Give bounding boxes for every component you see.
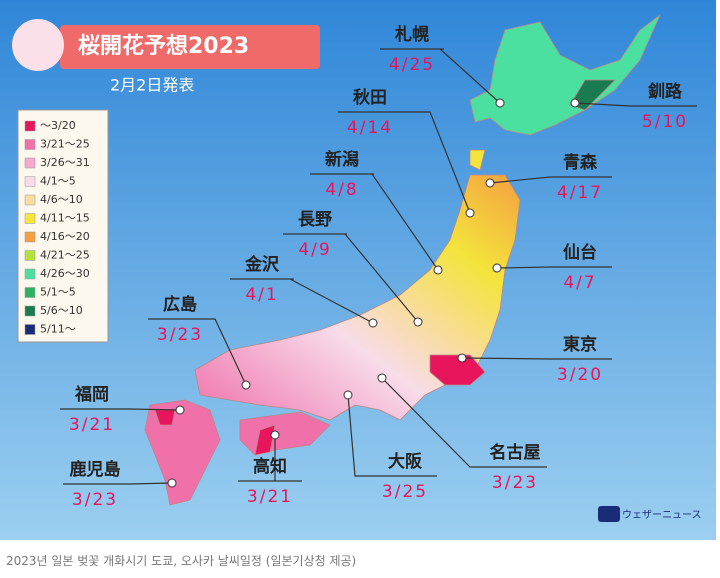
legend-label: 5/1～5 bbox=[40, 286, 76, 299]
city-date: 4/25 bbox=[389, 55, 435, 75]
legend-swatch bbox=[24, 176, 36, 187]
leader-line bbox=[148, 318, 247, 386]
legend-label: 5/6～10 bbox=[40, 304, 83, 317]
legend: ～3/20 3/21～25 3/26～31 4/1～5 4/6～10 4/11～15 4/1… bbox=[24, 119, 90, 336]
leader-line bbox=[347, 394, 437, 477]
title-bg bbox=[60, 25, 320, 69]
legend-label: 4/1～5 bbox=[40, 175, 76, 188]
leader-line bbox=[238, 435, 302, 482]
legend-swatch bbox=[24, 305, 36, 317]
leader-line bbox=[496, 266, 612, 269]
leader-line bbox=[489, 176, 612, 184]
leader-line bbox=[380, 48, 501, 104]
city-name: 広島 bbox=[163, 294, 197, 315]
city-dot bbox=[495, 98, 505, 108]
legend-swatch bbox=[24, 213, 36, 224]
legend-label: 4/11～15 bbox=[40, 212, 90, 225]
city-date: 4/7 bbox=[563, 273, 596, 293]
city-name: 秋田 bbox=[353, 87, 387, 108]
city-date: 4/17 bbox=[557, 183, 603, 203]
city-name: 新潟 bbox=[325, 149, 359, 170]
map: 桜開花予想2023 2月2日発表 ～3/203/21～253/26～314/1～… bbox=[0, 0, 716, 540]
legend-swatch bbox=[24, 231, 36, 243]
city-name: 札幌 bbox=[394, 24, 429, 45]
caption: 2023년 일본 벚꽃 개화시기 도쿄, 오사카 날씨일정 (일본기상청 제공) bbox=[6, 554, 357, 568]
legend-swatch bbox=[24, 120, 36, 132]
legend-swatch bbox=[24, 157, 36, 169]
city-name: 釧路 bbox=[648, 81, 683, 102]
leader-line bbox=[60, 408, 181, 411]
city-date: 3/21 bbox=[247, 487, 293, 507]
leader-line bbox=[230, 278, 374, 324]
leader-line bbox=[63, 482, 173, 485]
city-dot bbox=[492, 263, 502, 273]
city-dot bbox=[433, 265, 443, 275]
city-dot bbox=[570, 98, 580, 108]
city-dot bbox=[485, 178, 495, 188]
legend-swatch bbox=[24, 268, 36, 280]
city-name: 高知 bbox=[253, 456, 287, 477]
city-name: 鹿児島 bbox=[70, 459, 121, 480]
city-dot bbox=[270, 430, 280, 440]
legend-swatch bbox=[24, 139, 36, 150]
leader-line bbox=[381, 377, 547, 468]
city-name: 仙台 bbox=[563, 242, 597, 263]
logo: ウェザーニュース bbox=[598, 506, 702, 522]
legend-label: 4/26～30 bbox=[40, 267, 90, 280]
city-date: 3/23 bbox=[492, 473, 538, 493]
legend-label: 3/21～25 bbox=[40, 138, 90, 151]
legend-label: 4/6～10 bbox=[40, 193, 83, 206]
city-dot bbox=[167, 478, 177, 488]
legend-swatch bbox=[24, 250, 36, 261]
flower-icon bbox=[12, 19, 64, 71]
city-name: 青森 bbox=[563, 152, 598, 173]
title-banner: 桜開花予想2023 2月2日発表 bbox=[12, 19, 320, 95]
legend-swatch bbox=[24, 324, 36, 335]
city-name: 大阪 bbox=[388, 451, 422, 472]
city-name: 長野 bbox=[298, 210, 332, 230]
city-date: 5/10 bbox=[642, 112, 688, 132]
city-date: 3/20 bbox=[557, 365, 603, 385]
city-date: 4/1 bbox=[245, 285, 278, 305]
logo-mark bbox=[598, 506, 620, 522]
city-name: 東京 bbox=[563, 334, 597, 355]
city-dot bbox=[368, 318, 378, 328]
city-dot bbox=[457, 353, 467, 363]
leader-line bbox=[338, 111, 471, 214]
city-date: 3/23 bbox=[157, 325, 203, 345]
legend-label: ～3/20 bbox=[40, 119, 76, 132]
legend-label: 4/21～25 bbox=[40, 249, 90, 262]
legend-label: 4/16～20 bbox=[40, 230, 90, 243]
city-dot bbox=[343, 390, 353, 400]
land bbox=[144, 13, 661, 506]
city-dot bbox=[413, 317, 423, 327]
leader-line bbox=[574, 102, 697, 107]
city-date: 4/9 bbox=[298, 240, 331, 260]
city-date: 3/25 bbox=[382, 482, 428, 502]
city-dot bbox=[241, 380, 251, 390]
city-name: 名古屋 bbox=[490, 442, 541, 463]
legend-swatch bbox=[24, 287, 36, 298]
city-name: 金沢 bbox=[244, 254, 280, 275]
city-date: 4/8 bbox=[325, 180, 358, 200]
city-dot bbox=[465, 208, 475, 218]
city-dot bbox=[377, 373, 387, 383]
leader-line bbox=[310, 173, 439, 271]
legend-label: 5/11～ bbox=[40, 323, 76, 336]
city-dot bbox=[175, 405, 185, 415]
city-date: 3/21 bbox=[69, 415, 115, 435]
city-date: 3/23 bbox=[72, 490, 118, 510]
leader-line bbox=[283, 233, 419, 323]
logo-text: ウェザーニュース bbox=[622, 509, 702, 521]
city-name: 福岡 bbox=[74, 384, 109, 405]
leader-line bbox=[461, 357, 612, 360]
city-date: 4/14 bbox=[347, 118, 393, 138]
legend-swatch bbox=[24, 194, 36, 206]
title: 桜開花予想2023 bbox=[78, 33, 249, 59]
legend-label: 3/26～31 bbox=[40, 156, 90, 169]
date: 2月2日発表 bbox=[110, 76, 194, 95]
